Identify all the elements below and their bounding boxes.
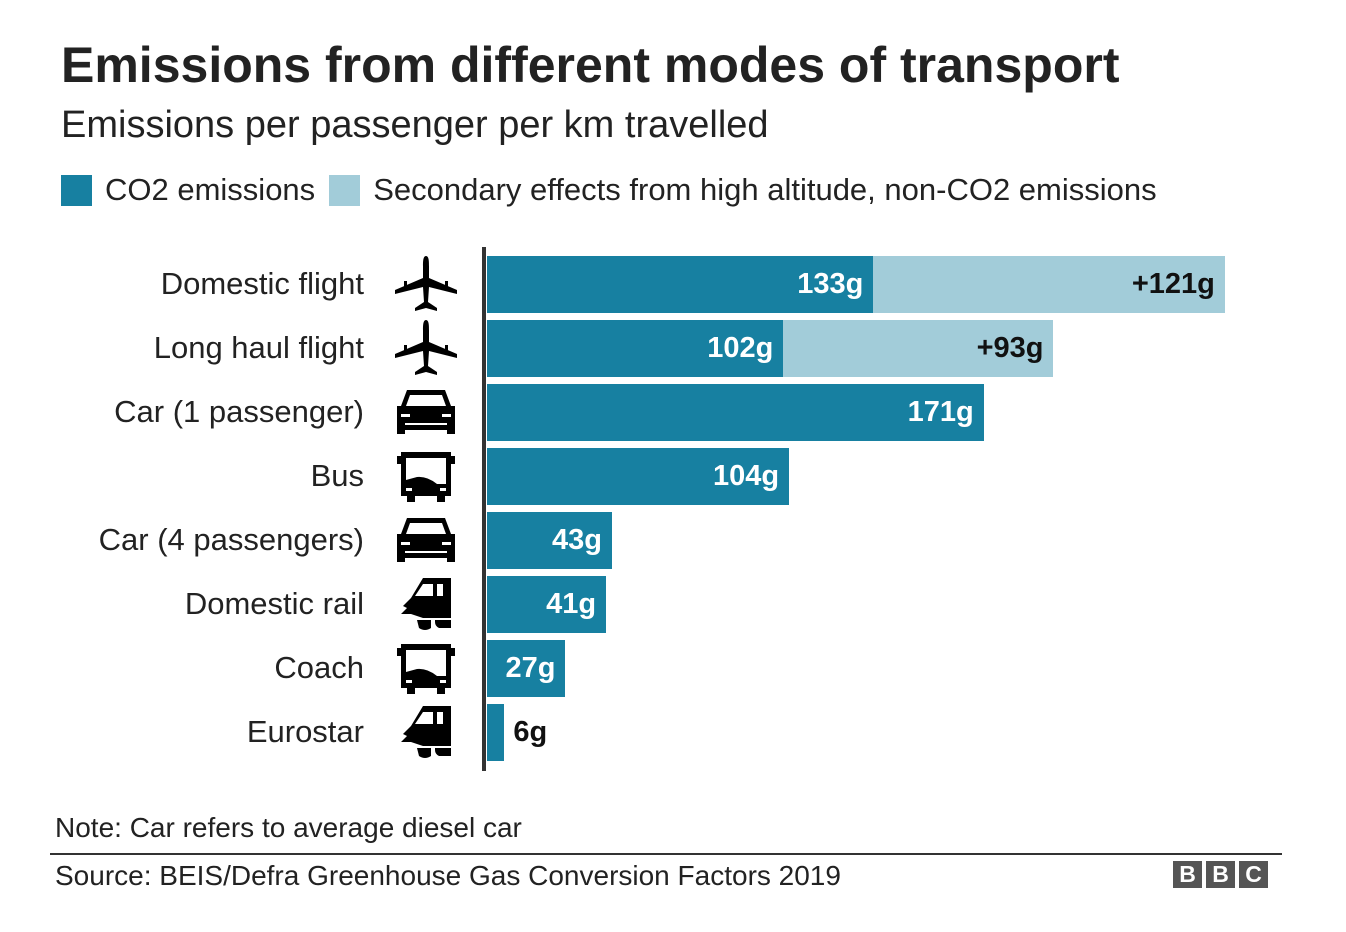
category-label: Car (4 passengers) (98, 522, 364, 557)
data-label-co2: 171g (907, 396, 974, 428)
data-label-co2: 43g (551, 524, 602, 556)
legend-label-secondary: Secondary effects from high altitude, no… (373, 172, 1157, 207)
bar-secondary (873, 256, 1225, 313)
bar-co2 (487, 448, 790, 505)
plane-icon (393, 254, 459, 314)
bar-co2 (487, 640, 566, 697)
car-icon (393, 510, 459, 570)
data-label-co2: 102g (707, 332, 774, 364)
bar-secondary (783, 320, 1054, 377)
chart-subtitle: Emissions per passenger per km travelled (61, 104, 769, 146)
legend-swatch-co2 (61, 174, 92, 206)
category-label: Long haul flight (153, 330, 364, 365)
bbc-logo: B B C (1173, 861, 1268, 888)
source: Source: BEIS/Defra Greenhouse Gas Conver… (55, 860, 841, 891)
category-label: Car (1 passenger) (114, 394, 364, 429)
data-label-co2: 41g (546, 588, 597, 620)
data-label-secondary: +121g (1131, 268, 1215, 300)
data-label-co2: 27g (505, 652, 556, 684)
chart-title: Emissions from different modes of transp… (61, 37, 1120, 93)
category-label: Domestic flight (160, 266, 364, 301)
bus-icon (393, 638, 459, 698)
train-icon (393, 574, 459, 634)
legend-item-co2: CO2 emissions (61, 172, 315, 208)
category-label: Domestic rail (184, 586, 364, 621)
data-label-co2: 6g (513, 716, 548, 748)
train-icon (393, 702, 459, 762)
legend: CO2 emissions Secondary effects from hig… (61, 172, 1171, 208)
category-label: Bus (310, 458, 364, 493)
bar-co2 (487, 256, 874, 313)
bar-co2 (487, 384, 984, 441)
bar-co2 (487, 576, 607, 633)
y-axis-line (482, 247, 486, 771)
category-label: Coach (274, 650, 364, 685)
data-label-co2: 133g (797, 268, 864, 300)
data-label-co2: 104g (713, 460, 780, 492)
data-label-secondary: +93g (976, 332, 1044, 364)
bbc-logo-b1: B (1173, 861, 1202, 888)
category-label: Eurostar (246, 714, 364, 749)
bar-co2 (487, 320, 784, 377)
divider (50, 853, 1282, 855)
legend-item-secondary: Secondary effects from high altitude, no… (329, 172, 1157, 208)
bar-co2 (487, 704, 505, 761)
note: Note: Car refers to average diesel car (55, 812, 522, 843)
bbc-logo-c: C (1239, 861, 1268, 888)
legend-label-co2: CO2 emissions (105, 172, 316, 207)
bus-icon (393, 446, 459, 506)
car-icon (393, 382, 459, 442)
bbc-logo-b2: B (1206, 861, 1235, 888)
plane-icon (393, 318, 459, 378)
legend-swatch-secondary (329, 174, 361, 206)
bar-co2 (487, 512, 612, 569)
